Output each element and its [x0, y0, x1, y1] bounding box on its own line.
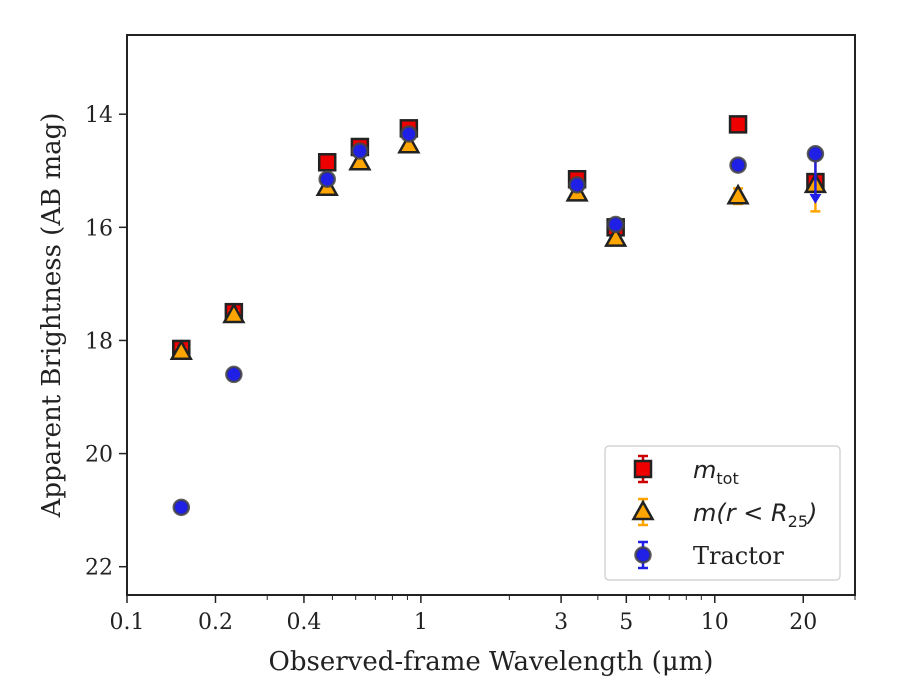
y-tick-label: 14	[85, 103, 113, 128]
data-point	[728, 115, 748, 134]
series-triangle	[169, 132, 828, 361]
data-point	[400, 125, 418, 143]
data-point	[222, 302, 246, 324]
data-point	[726, 183, 750, 205]
marks-layer	[169, 115, 828, 517]
series-circle	[172, 125, 825, 517]
x-tick-label: 1	[414, 610, 428, 635]
data-point	[568, 176, 586, 194]
data-point	[806, 145, 825, 163]
legend-label: m(r < R25)	[693, 499, 817, 531]
x-axis-ticks: 0.1 0.2 0.4 1 3 5 10 20	[110, 595, 856, 635]
y-tick-label: 20	[85, 443, 113, 468]
x-tick-label: 0.2	[198, 610, 233, 635]
data-point	[606, 215, 625, 234]
x-tick-label: 10	[701, 610, 729, 635]
y-tick-label: 18	[85, 329, 113, 354]
data-point	[348, 149, 372, 171]
legend-entry: mtot	[633, 454, 739, 488]
plot-frame	[126, 34, 856, 596]
y-axis-ticks: 14 16 18 20 22	[85, 103, 127, 581]
x-tick-label: 0.1	[110, 610, 145, 635]
data-point	[317, 153, 337, 172]
x-tick-label: 3	[554, 610, 568, 635]
x-tick-label: 5	[619, 610, 633, 635]
data-point	[172, 498, 191, 517]
legend: mtot m(r < R25) Tractor	[604, 445, 841, 581]
legend-label-subscript: 25	[788, 512, 808, 531]
data-point	[318, 170, 336, 188]
y-axis-label: Apparent Brightness (AB mag)	[37, 113, 67, 519]
legend-label-suffix: )	[806, 499, 817, 527]
data-point	[351, 142, 369, 160]
y-tick-label: 22	[85, 556, 113, 581]
legend-entry: m(r < R25)	[631, 497, 817, 531]
x-tick-label: 0.4	[286, 610, 321, 635]
series-square	[172, 115, 825, 359]
legend-label-text: Tractor	[693, 542, 784, 570]
legend-entry: Tractor	[634, 540, 784, 570]
data-point	[397, 132, 421, 154]
legend-label: Tractor	[693, 542, 784, 570]
upper-limit-arrow	[809, 193, 822, 204]
data-point	[169, 339, 193, 361]
legend-box	[604, 445, 841, 581]
data-point	[225, 365, 243, 384]
legend-marker	[634, 546, 652, 564]
legend-label-subscript: tot	[716, 469, 738, 488]
legend-marker	[631, 499, 655, 521]
x-axis-label: Observed-frame Wavelength (μm)	[269, 647, 714, 677]
data-point	[729, 156, 747, 174]
legend-marker	[633, 459, 653, 479]
legend-label: mtot	[693, 456, 739, 488]
y-tick-label: 16	[85, 216, 113, 241]
legend-label-text: m	[693, 456, 716, 484]
legend-label-text: m(r < R	[693, 499, 788, 527]
x-tick-label: 20	[789, 610, 817, 635]
data-point	[604, 226, 628, 247]
